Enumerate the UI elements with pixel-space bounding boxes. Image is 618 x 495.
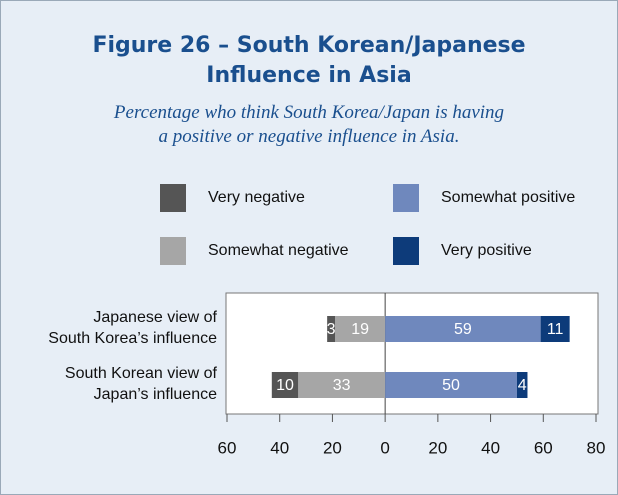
data-label: 59 (454, 321, 472, 338)
category-label: Japanese view of South Korea’s influence (48, 309, 217, 347)
legend-label: Very positive (441, 242, 532, 259)
bar-segment (298, 372, 386, 398)
legend-swatch (393, 184, 419, 212)
category-label: South Korean view of Japan’s influence (64, 365, 217, 403)
x-tick-label: 60 (218, 438, 237, 457)
data-label: 4 (518, 377, 527, 394)
legend-swatch (160, 237, 186, 265)
bar-segment (516, 372, 528, 398)
legend-swatch (160, 184, 186, 212)
data-label: 50 (442, 377, 460, 394)
data-label: 3 (327, 321, 336, 338)
bar-segment (385, 316, 541, 342)
x-tick-label: 60 (534, 438, 553, 457)
x-tick-label: 20 (428, 438, 447, 457)
legend-label: Somewhat negative (208, 242, 349, 259)
bar-segment (540, 316, 570, 342)
data-label: 33 (333, 377, 351, 394)
bar-segment (385, 372, 517, 398)
legend-label: Very negative (208, 189, 305, 206)
data-label: 10 (276, 377, 294, 394)
x-tick-label: 20 (323, 438, 342, 457)
chart-subtitle: Percentage who think South Korea/Japan i… (113, 102, 505, 147)
x-tick-label: 40 (270, 438, 289, 457)
bar-segment (327, 316, 336, 342)
legend-swatch (393, 237, 419, 265)
bar-segment (335, 316, 386, 342)
bar-segment (271, 372, 299, 398)
x-tick-label: 0 (380, 438, 389, 457)
x-tick-label: 80 (587, 438, 606, 457)
chart-title: Figure 26 – South Korean/Japanese Influe… (92, 33, 526, 88)
x-tick-label: 40 (481, 438, 500, 457)
data-label: 11 (547, 321, 564, 338)
data-label: 19 (351, 321, 369, 338)
legend-label: Somewhat positive (441, 189, 575, 206)
